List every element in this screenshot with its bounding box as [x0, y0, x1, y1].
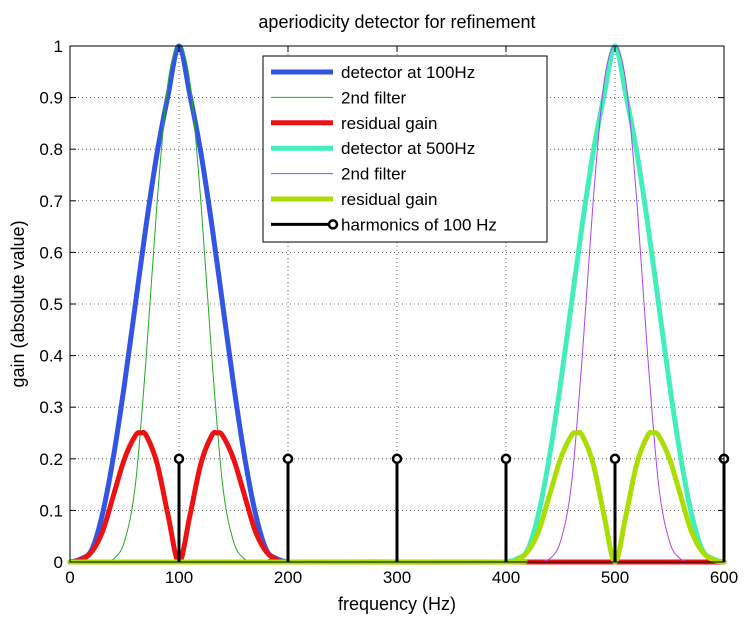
harmonic-marker: [173, 453, 185, 465]
legend: detector at 100Hz 2nd filter residual gain…: [262, 55, 548, 243]
legend-marker-7: [327, 219, 339, 230]
ticks: 0 100 200 300 400 500 600 0 0.1 0.2 0.3 0.4 0.5 0.6 0.…: [39, 37, 738, 587]
legend-label-1: detector at 100Hz: [341, 63, 475, 82]
y-tick-label: 0: [54, 553, 63, 572]
y-tick-label: 0.6: [39, 243, 63, 262]
chart-title: aperiodicity detector for refinement: [258, 12, 535, 32]
harmonic-marker: [500, 453, 512, 465]
legend-label-5: 2nd filter: [341, 165, 407, 184]
x-tick-label: 0: [65, 568, 74, 587]
legend-label-7: harmonics of 100 Hz: [341, 215, 497, 234]
legend-label-6: residual gain: [341, 190, 437, 209]
y-tick-label: 0.7: [39, 192, 63, 211]
y-axis-label: gain (absolute value): [8, 220, 28, 387]
legend-label-2: 2nd filter: [341, 88, 407, 107]
x-tick-label: 400: [492, 568, 520, 587]
y-tick-label: 0.2: [39, 450, 63, 469]
x-tick-label: 200: [274, 568, 302, 587]
harmonic-marker: [282, 453, 294, 465]
y-tick-label: 0.1: [39, 501, 63, 520]
x-tick-label: 600: [710, 568, 738, 587]
series-line-6: [67, 429, 727, 565]
harmonic-marker: [391, 453, 403, 465]
y-tick-label: 0.9: [39, 89, 63, 108]
legend-label-4: detector at 500Hz: [341, 139, 475, 158]
y-tick-label: 0.5: [39, 295, 63, 314]
x-tick-label: 300: [383, 568, 411, 587]
x-tick-label: 100: [165, 568, 193, 587]
harmonic-marker: [609, 453, 621, 465]
x-tick-label: 500: [601, 568, 629, 587]
y-tick-label: 0.3: [39, 398, 63, 417]
legend-label-3: residual gain: [341, 114, 437, 133]
y-tick-label: 0.8: [39, 140, 63, 159]
y-tick-label: 1: [54, 37, 63, 56]
x-axis-label: frequency (Hz): [338, 594, 456, 614]
y-tick-label: 0.4: [39, 347, 63, 366]
